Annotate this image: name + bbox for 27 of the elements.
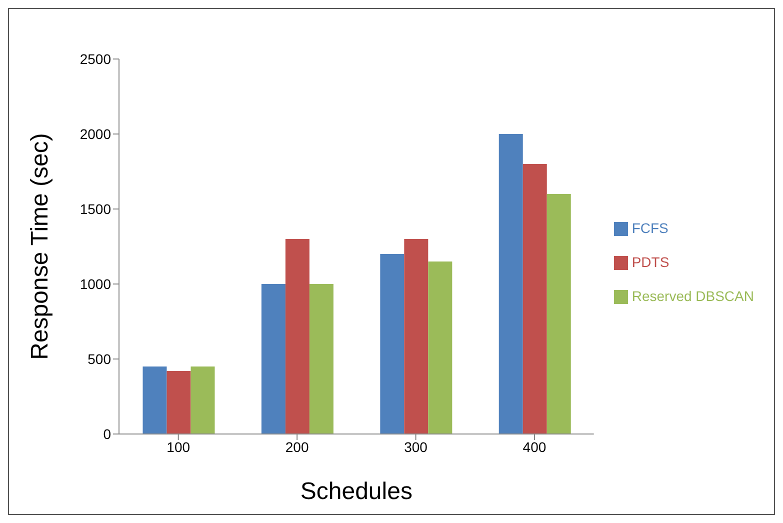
legend-label: Reserved DBSCAN bbox=[632, 288, 754, 304]
x-tick-label: 300 bbox=[404, 438, 428, 455]
y-tick-label: 2500 bbox=[80, 50, 112, 67]
y-tick-label: 500 bbox=[88, 350, 112, 367]
bar bbox=[404, 239, 428, 434]
bar bbox=[261, 284, 286, 434]
legend-label: FCFS bbox=[632, 220, 668, 236]
bar bbox=[428, 262, 452, 434]
y-tick-label: 1500 bbox=[80, 200, 112, 217]
y-tick-label: 1000 bbox=[80, 276, 112, 292]
y-axis-title: Response Time (sec) bbox=[26, 133, 54, 360]
x-tick-label: 200 bbox=[285, 438, 309, 455]
bar bbox=[522, 164, 547, 434]
bar bbox=[546, 194, 571, 434]
bar bbox=[380, 254, 404, 434]
bar bbox=[309, 284, 334, 434]
legend-label: PDTS bbox=[632, 254, 670, 270]
y-tick-label: 2000 bbox=[80, 126, 112, 142]
x-tick-label: 400 bbox=[522, 438, 546, 455]
x-axis-title: Schedules bbox=[300, 478, 412, 505]
bar bbox=[190, 366, 215, 434]
bar bbox=[498, 134, 523, 434]
bar bbox=[285, 239, 310, 434]
x-tick-label: 100 bbox=[166, 438, 190, 455]
bar bbox=[142, 366, 167, 434]
bar bbox=[166, 371, 191, 434]
y-tick-label: 0 bbox=[103, 426, 112, 442]
